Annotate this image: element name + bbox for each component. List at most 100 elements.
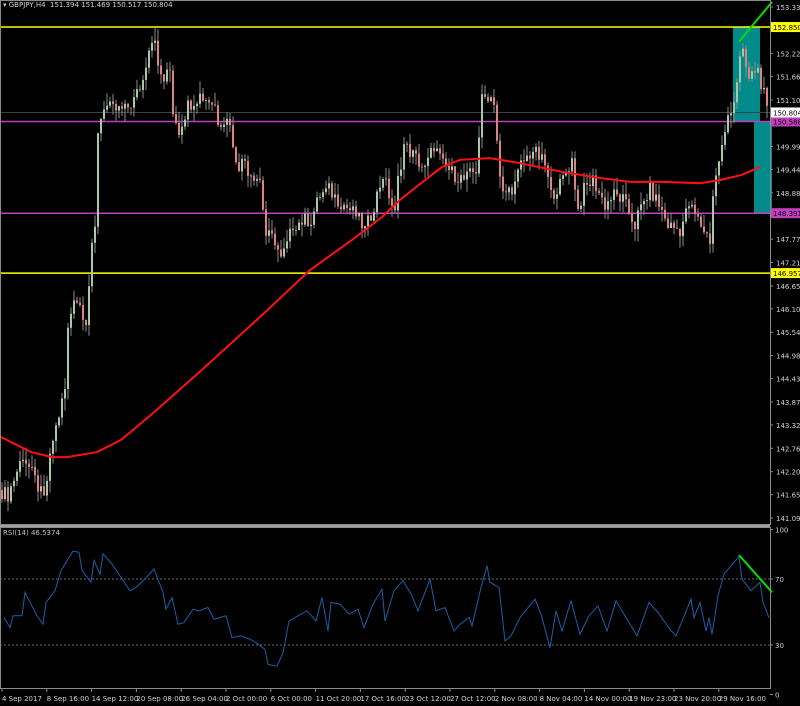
candle <box>202 93 204 101</box>
candle <box>472 168 474 172</box>
time-tick-label: 23 Nov 20:00 <box>674 695 721 703</box>
candle <box>742 48 744 57</box>
candle <box>94 226 96 243</box>
candle <box>58 417 60 426</box>
rsi-label: RSI(14) 46.5374 <box>3 529 60 537</box>
candle <box>271 230 273 234</box>
candle <box>181 126 183 135</box>
candle <box>733 102 735 114</box>
candle <box>241 158 243 172</box>
candle <box>436 148 438 152</box>
candle <box>757 67 759 73</box>
candle <box>586 182 588 185</box>
candle <box>643 201 645 205</box>
candle <box>628 199 630 214</box>
candle <box>505 191 507 193</box>
candle <box>556 194 558 199</box>
candle <box>307 213 309 227</box>
candle <box>640 204 642 211</box>
candle <box>442 153 444 159</box>
candle <box>376 191 378 213</box>
candle <box>133 97 135 108</box>
candle <box>157 40 159 66</box>
candle <box>745 48 747 67</box>
candle <box>208 100 210 103</box>
time-tick-label: 8 Sep 16:00 <box>47 695 89 703</box>
low-price: 150.517 <box>112 1 142 9</box>
candle <box>415 150 417 154</box>
chart-header: ▾ GBPJPY,H4 151.394 151.469 150.517 150.… <box>3 1 173 9</box>
time-tick-label: 27 Oct 12:00 <box>450 695 496 703</box>
candle <box>166 69 168 82</box>
level-price-tag: 152.850 <box>773 24 800 32</box>
time-tick-label: 6 Oct 00:00 <box>271 695 312 703</box>
candle <box>139 89 141 90</box>
candle <box>217 105 219 125</box>
time-tick-label: 23 Oct 12:00 <box>405 695 451 703</box>
candle <box>616 189 618 195</box>
candle <box>295 230 297 231</box>
candle <box>715 175 717 197</box>
candle <box>631 213 633 223</box>
open-price: 151.394 <box>50 1 79 9</box>
candle <box>421 166 423 168</box>
candle <box>67 327 69 390</box>
candle <box>406 143 408 145</box>
candle <box>724 132 726 146</box>
candle <box>658 194 660 207</box>
candle <box>502 176 504 192</box>
candle <box>148 50 150 68</box>
time-tick-label: 14 Nov 00:00 <box>584 695 631 703</box>
candle <box>214 104 216 106</box>
candle <box>88 286 90 326</box>
candle <box>184 119 186 127</box>
candle <box>736 82 738 103</box>
candle <box>100 118 102 134</box>
candle <box>82 305 84 320</box>
candle <box>22 459 24 462</box>
candle <box>301 222 303 225</box>
candle <box>610 200 612 202</box>
price-tick-label: 142.760 <box>776 445 800 453</box>
candle <box>727 115 729 133</box>
candle <box>598 191 600 193</box>
candle <box>703 226 705 233</box>
candle <box>145 67 147 80</box>
candle <box>163 74 165 82</box>
candle <box>697 214 699 217</box>
candle <box>607 201 609 210</box>
candle <box>625 194 627 200</box>
candle <box>445 158 447 166</box>
candle <box>205 100 207 101</box>
candle <box>232 125 234 148</box>
rsi-trendline <box>738 554 773 593</box>
candle <box>178 122 180 135</box>
candle <box>424 165 426 167</box>
candle <box>571 158 573 172</box>
candle <box>16 471 18 481</box>
candle <box>439 148 441 154</box>
candle <box>388 178 390 199</box>
time-tick-label: 4 Sep 2017 <box>2 695 42 703</box>
price-tick-label: 147.210 <box>776 260 800 268</box>
candle <box>25 459 27 464</box>
candle <box>538 146 540 160</box>
price-tick-label: 149.990 <box>776 143 800 151</box>
rsi-tick-label: 70 <box>775 576 784 584</box>
menu-triangle-icon[interactable]: ▾ <box>3 1 9 9</box>
moving-average <box>0 1 773 459</box>
moving-average-line <box>0 157 761 459</box>
price-tick-label: 144.430 <box>776 376 800 384</box>
candle <box>61 398 63 418</box>
candle <box>448 165 450 171</box>
candle <box>418 153 420 167</box>
candle <box>190 100 192 110</box>
candle <box>541 154 543 160</box>
level-price-tag-bg <box>771 268 800 279</box>
candle <box>466 171 468 180</box>
candle <box>4 487 6 500</box>
candle <box>127 103 129 108</box>
candle <box>34 466 36 476</box>
candle <box>526 155 528 162</box>
candle <box>262 180 264 210</box>
